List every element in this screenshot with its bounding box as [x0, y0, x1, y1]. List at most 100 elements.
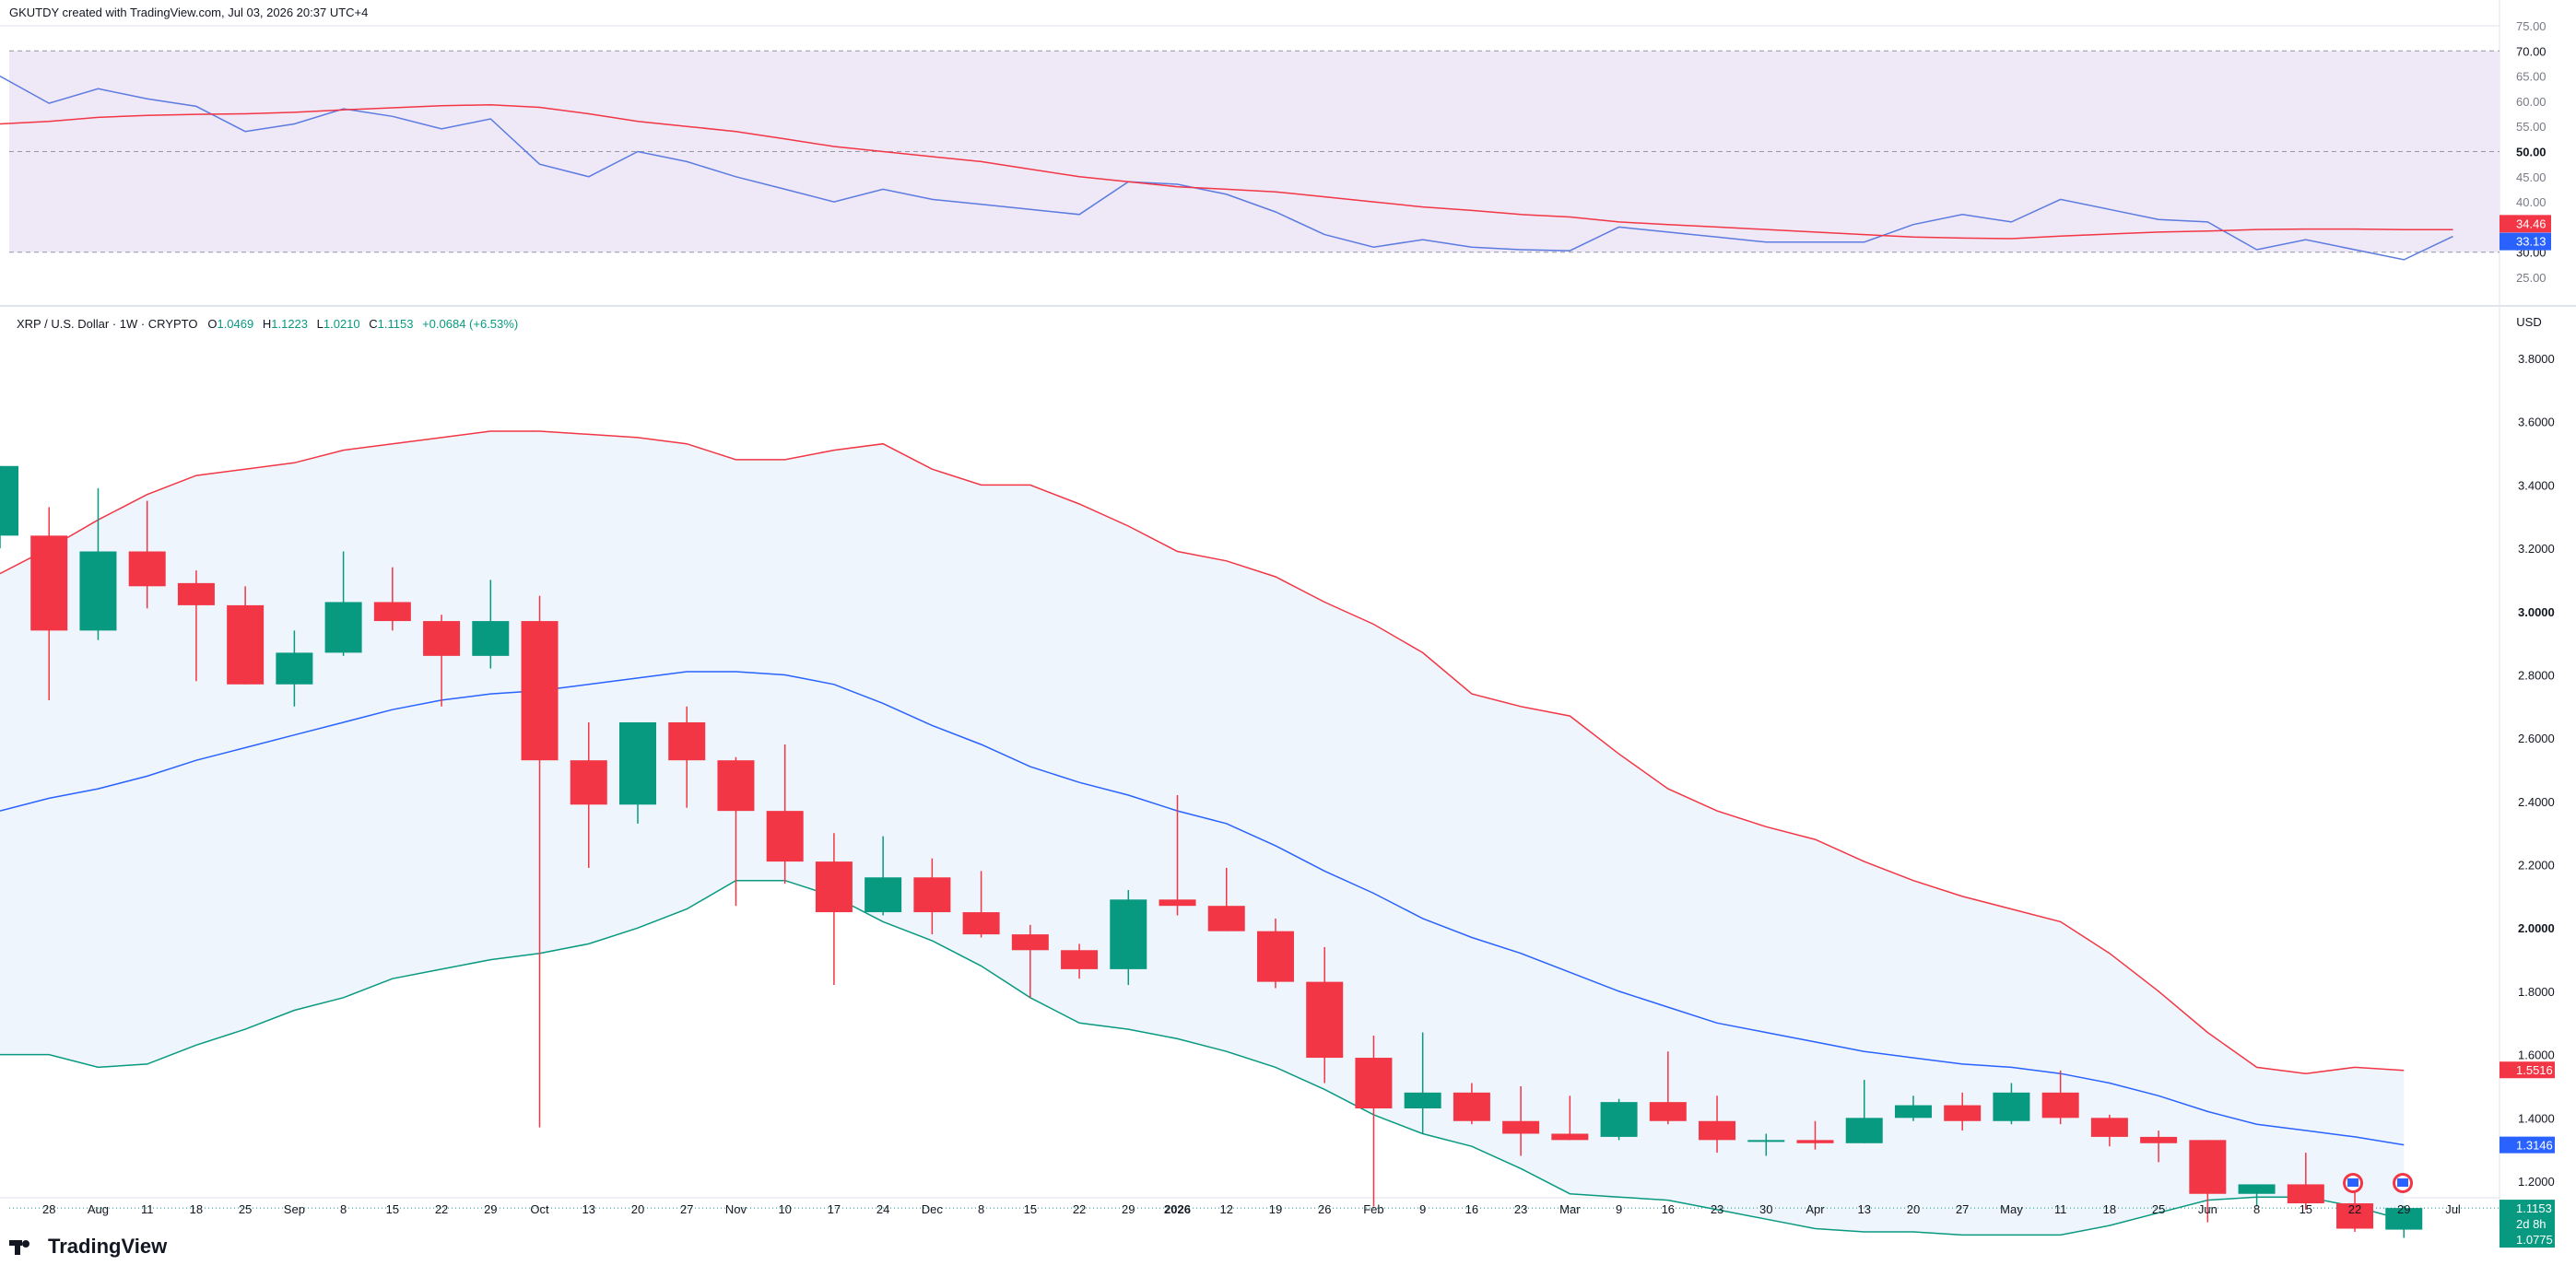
price-tick-label: 3.2000 — [2518, 542, 2555, 556]
tradingview-logo[interactable]: TradingView — [9, 1235, 167, 1259]
open-value: 1.0469 — [217, 317, 254, 331]
candle-body — [815, 861, 853, 913]
change-value: +0.0684 (+6.53%) — [422, 317, 519, 331]
rsi-tick-label: 60.00 — [2516, 95, 2547, 109]
candle-body — [276, 652, 313, 685]
candle-body — [1404, 1092, 1441, 1109]
time-tick-label: 15 — [1024, 1202, 1037, 1216]
time-tick-label: 10 — [778, 1202, 791, 1216]
watermark-text: GKUTDY created with TradingView.com, Jul… — [9, 6, 369, 19]
flag-icon — [2397, 1178, 2409, 1187]
time-tick-label: 13 — [582, 1202, 595, 1216]
time-tick-label: Sep — [284, 1202, 305, 1216]
time-tick-label: 23 — [1711, 1202, 1723, 1216]
rsi-tick-label: 25.00 — [2516, 271, 2547, 285]
candle-body — [2189, 1140, 2227, 1194]
time-tick-label: 28 — [42, 1202, 55, 1216]
candle-body — [865, 877, 902, 913]
price-tick-label: 2.8000 — [2518, 668, 2555, 682]
candle-body — [177, 582, 215, 605]
candle-body — [2090, 1118, 2128, 1137]
candle-body — [30, 535, 68, 631]
low-label: L — [316, 317, 323, 331]
rsi-price-tag — [2500, 232, 2551, 251]
candle-body — [913, 877, 951, 913]
time-tick-label: 22 — [1073, 1202, 1086, 1216]
time-tick-label: 18 — [190, 1202, 203, 1216]
candle-body — [128, 551, 166, 587]
time-tick-label: Mar — [1559, 1202, 1581, 1216]
candle-body — [1993, 1092, 2030, 1121]
candle-body — [2140, 1136, 2178, 1143]
candle-body — [1256, 931, 1294, 982]
price-tag-label: 1.3146 — [2516, 1139, 2553, 1153]
time-tick-label: 22 — [2348, 1202, 2361, 1216]
price-tick-label: 1.2000 — [2518, 1175, 2555, 1189]
price-tick-label: 3.8000 — [2518, 352, 2555, 366]
candle-body — [1944, 1105, 1982, 1121]
time-tick-label: 27 — [1956, 1202, 1969, 1216]
candle-body — [1306, 981, 1344, 1059]
price-tag — [2500, 1136, 2555, 1154]
price-tick-label: 3.4000 — [2518, 478, 2555, 492]
time-tick-label: 8 — [978, 1202, 984, 1216]
time-tick-label: 11 — [141, 1202, 154, 1216]
price-tick-label: 1.8000 — [2518, 985, 2555, 999]
candle-body — [1207, 906, 1245, 931]
time-tick-label: 9 — [1419, 1202, 1426, 1216]
close-label: C — [369, 317, 378, 331]
candle-body — [1453, 1092, 1490, 1121]
candle-body — [1600, 1102, 1638, 1137]
candle-body — [1551, 1133, 1589, 1141]
brand-name: TradingView — [48, 1235, 168, 1258]
price-tick-label: 2.6000 — [2518, 732, 2555, 745]
price-tick-label: 2.4000 — [2518, 795, 2555, 809]
time-tick-label: Feb — [1363, 1202, 1383, 1216]
rsi-price-tag-label: 34.46 — [2516, 217, 2547, 230]
time-tick-label: 30 — [1759, 1202, 1772, 1216]
price-tick-label: 1.4000 — [2518, 1111, 2555, 1125]
time-tick-label: 29 — [1122, 1202, 1135, 1216]
candle-body — [373, 602, 411, 622]
candle-body — [423, 621, 461, 656]
time-tick-label: 24 — [876, 1202, 889, 1216]
tradingview-logo-icon — [9, 1236, 42, 1257]
price-tick-label: 2.2000 — [2518, 859, 2555, 873]
candle-body — [1355, 1058, 1393, 1109]
candle-body — [1894, 1105, 1932, 1119]
time-tick-label: 11 — [2054, 1202, 2067, 1216]
price-tag-label: 2d 8h — [2516, 1217, 2547, 1231]
candle-body — [570, 760, 607, 805]
time-tick-label: 8 — [2253, 1202, 2260, 1216]
time-tick-label: 23 — [1514, 1202, 1527, 1216]
time-tick-label: 29 — [2397, 1202, 2410, 1216]
time-tick-label: 8 — [340, 1202, 347, 1216]
time-tick-label: 20 — [631, 1202, 644, 1216]
price-tick-label: 3.6000 — [2518, 416, 2555, 429]
rsi-price-tag — [2500, 215, 2551, 233]
time-tick-label: 16 — [1465, 1202, 1478, 1216]
low-value: 1.0210 — [323, 317, 360, 331]
candle-body — [1649, 1102, 1687, 1121]
time-tick-label: Aug — [88, 1202, 109, 1216]
currency-button[interactable]: USD — [2503, 310, 2555, 334]
rsi-tick-label: 75.00 — [2516, 19, 2547, 33]
candle-body — [2336, 1203, 2374, 1229]
bollinger-upper-line — [0, 430, 2405, 1074]
close-value: 1.1153 — [377, 317, 414, 331]
price-tag — [2500, 1215, 2555, 1233]
candle-body — [227, 604, 265, 685]
high-value: 1.1223 — [271, 317, 309, 331]
candle-body — [0, 465, 18, 536]
candle-body — [1845, 1118, 1883, 1143]
time-tick-label: 25 — [239, 1202, 252, 1216]
time-tick-label: 29 — [484, 1202, 497, 1216]
time-tick-label: 15 — [2300, 1202, 2312, 1216]
symbol-title[interactable]: XRP / U.S. Dollar · 1W · CRYPTO — [17, 317, 198, 331]
bollinger-lower-line — [0, 879, 2405, 1236]
rsi-tick-label: 70.00 — [2516, 44, 2547, 58]
price-tick-label: 1.6000 — [2518, 1049, 2555, 1062]
rsi-line — [0, 75, 2453, 261]
rsi-ma-line — [0, 103, 2453, 240]
